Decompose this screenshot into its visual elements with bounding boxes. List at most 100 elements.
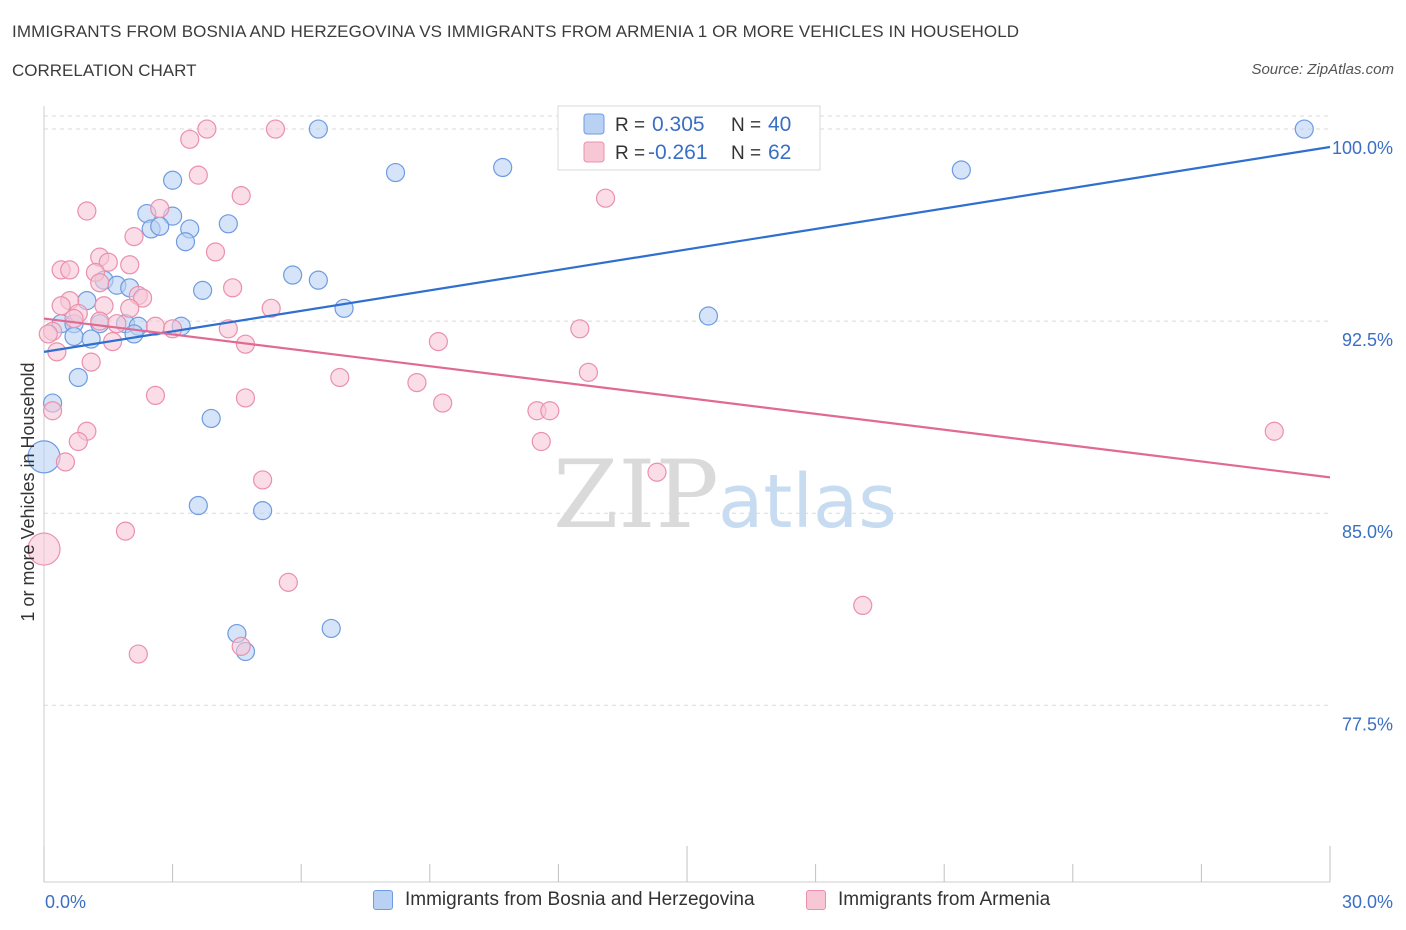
bosnia-trend-line: [43, 145, 1331, 353]
armenia-point: [132, 288, 153, 308]
armenia-point: [570, 319, 590, 339]
legend-item-bosnia: Immigrants from Bosnia and Herzegovina: [373, 889, 755, 911]
bosnia-point: [64, 326, 84, 347]
bosnia-point: [188, 495, 208, 516]
bosnia-point: [253, 501, 273, 521]
armenia-point: [531, 431, 551, 452]
y-tick-label: 100.0%: [1332, 138, 1393, 158]
trend-lines: [43, 145, 1331, 479]
bosnia-point: [201, 408, 221, 429]
armenia-point: [64, 308, 84, 329]
armenia-point: [120, 298, 140, 318]
stats-blue-n-value: 40: [768, 113, 791, 136]
armenia-point: [1264, 421, 1284, 441]
axes: [43, 106, 1331, 883]
y-tick-label: 85.0%: [1342, 522, 1393, 542]
bosnia-point: [218, 214, 238, 234]
stats-blue-n-label: N =: [731, 115, 761, 136]
armenia-point: [231, 636, 251, 656]
bosnia-point: [68, 367, 88, 388]
armenia-point: [42, 401, 63, 421]
x-tick-label: 0.0%: [45, 892, 86, 912]
armenia-point: [433, 393, 453, 413]
legend-swatch-armenia: [806, 890, 826, 910]
grid-lines: [44, 115, 1330, 706]
watermark-atlas: atlas: [718, 459, 897, 545]
watermark: ZIP atlas: [553, 441, 897, 550]
bosnia-point: [951, 160, 971, 180]
data-points: [27, 119, 1314, 664]
armenia-point: [55, 452, 76, 472]
armenia-point: [261, 298, 281, 318]
armenia-point: [853, 595, 873, 616]
armenia-point: [51, 296, 71, 316]
x-tick-label: 30.0%: [1342, 892, 1393, 912]
bosnia-point: [493, 157, 513, 178]
armenia-point: [428, 332, 448, 352]
stats-pink-n-value: 62: [768, 141, 791, 164]
y-axis-label: 1 or more Vehicles in Household: [18, 362, 38, 621]
armenia-point: [98, 252, 118, 272]
bosnia-point: [698, 306, 719, 326]
armenia-point: [90, 311, 110, 331]
x-tick-labels: 0.0% 30.0%: [45, 892, 1393, 912]
stats-blue-r-label: R =: [615, 115, 645, 136]
armenia-point: [77, 201, 97, 221]
armenia-point: [60, 260, 80, 280]
armenia-point: [81, 352, 101, 372]
stats-blue-r-value: 0.305: [652, 113, 705, 136]
armenia-point: [115, 521, 136, 541]
armenia-point: [120, 255, 140, 275]
bosnia-point: [308, 119, 328, 139]
armenia-point: [90, 273, 110, 293]
armenia-point: [128, 644, 148, 664]
stats-pink-swatch: [583, 141, 605, 163]
y-tick-label: 92.5%: [1342, 330, 1393, 350]
armenia-point: [124, 227, 144, 247]
armenia-point: [278, 572, 298, 592]
stats-legend: R = 0.305 N = 40 R = -0.261 N = 62: [557, 105, 821, 171]
watermark-zip: ZIP: [553, 441, 719, 550]
bosnia-point: [308, 270, 328, 290]
bosnia-point: [175, 232, 196, 252]
bosnia-point: [1294, 119, 1314, 139]
armenia-point: [107, 314, 127, 334]
armenia-point: [595, 188, 616, 208]
bosnia-point: [385, 162, 406, 183]
armenia-point: [68, 431, 88, 452]
armenia-point: [330, 367, 350, 388]
armenia-trend-line: [43, 317, 1331, 479]
bosnia-point: [150, 216, 170, 236]
y-tick-labels: 77.5% 85.0% 92.5% 100.0%: [1332, 138, 1393, 734]
stats-pink-r-label: R =: [615, 143, 645, 164]
armenia-point: [231, 186, 251, 206]
armenia-point: [223, 278, 243, 298]
armenia-point: [253, 470, 273, 490]
legend-label-armenia: Immigrants from Armenia: [838, 889, 1051, 910]
y-tick-label: 77.5%: [1342, 714, 1393, 734]
chart-subtitle: CORRELATION CHART: [12, 61, 197, 80]
armenia-point: [205, 242, 226, 262]
armenia-point: [145, 385, 166, 405]
armenia-point: [578, 362, 599, 382]
bosnia-point: [163, 170, 183, 190]
armenia-point: [647, 462, 667, 482]
stats-pink-n-label: N =: [731, 143, 761, 164]
armenia-point: [407, 372, 427, 393]
source-credit: Source: ZipAtlas.com: [1251, 61, 1394, 78]
armenia-point: [27, 532, 61, 566]
legend-swatch-bosnia: [373, 890, 393, 910]
armenia-point: [197, 119, 217, 139]
bosnia-point: [283, 265, 303, 285]
legend-item-armenia: Immigrants from Armenia: [806, 889, 1050, 911]
chart-title: IMMIGRANTS FROM BOSNIA AND HERZEGOVINA V…: [12, 22, 1020, 41]
armenia-point: [150, 198, 170, 219]
bosnia-point: [124, 324, 144, 344]
stats-pink-r-value: -0.261: [648, 141, 708, 164]
armenia-point: [38, 324, 58, 344]
armenia-point: [188, 165, 208, 185]
bosnia-point: [321, 618, 341, 639]
armenia-point: [180, 129, 200, 149]
bosnia-point: [193, 280, 213, 300]
